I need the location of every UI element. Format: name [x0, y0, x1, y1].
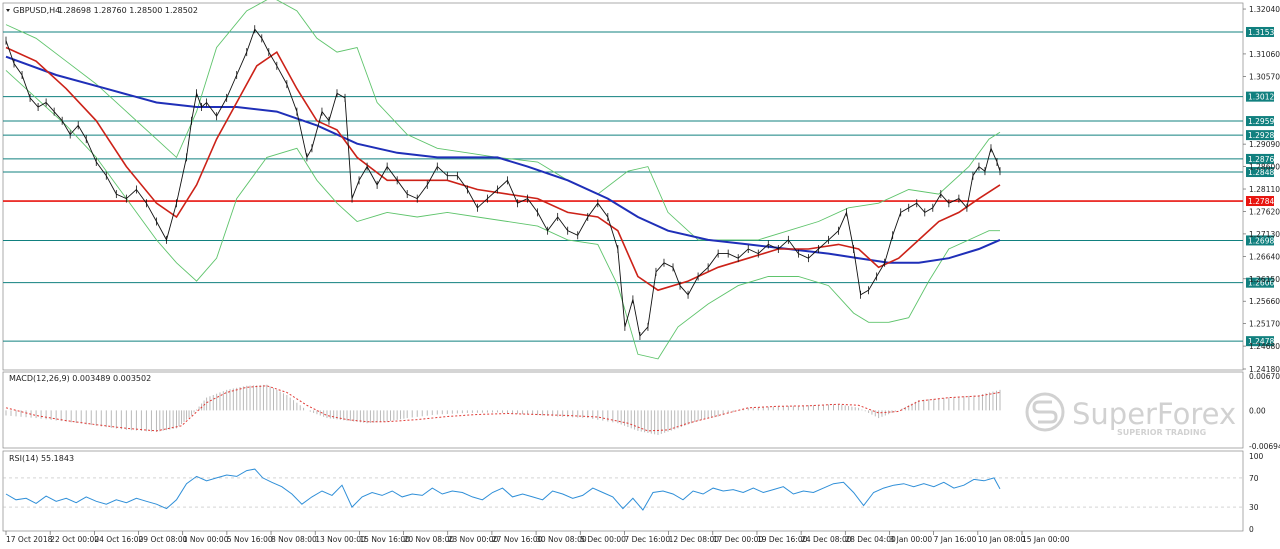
time-tick-label: 8 Nov 08:00	[271, 535, 317, 544]
price-tick-label: 1.26640	[1249, 252, 1280, 261]
time-tick-label: 15 Nov 16:00	[359, 535, 410, 544]
price-tick-label: 1.27130	[1249, 230, 1280, 239]
level-label: 1.26065	[1248, 279, 1279, 288]
level-label-box	[1246, 336, 1274, 347]
logo-brand: SuperForex	[1072, 397, 1236, 431]
time-tick-label: 22 Oct 00:00	[50, 535, 99, 544]
level-label-box	[1246, 277, 1274, 288]
level-label: 1.29287	[1248, 131, 1279, 140]
level-label: 1.29594	[1248, 117, 1279, 126]
level-label: 1.30127	[1248, 93, 1279, 102]
time-tick-label: 7 Jan 16:00	[934, 535, 977, 544]
level-label: 1.31539	[1248, 28, 1279, 37]
time-tick-label: 27 Nov 16:00	[492, 535, 543, 544]
time-tick-label: 24 Dec 08:00	[801, 535, 852, 544]
time-tick-label: 20 Nov 08:00	[404, 535, 455, 544]
price-tick-label: 1.24680	[1249, 342, 1280, 351]
level-label-box	[1246, 235, 1274, 246]
level-label-box	[1246, 91, 1274, 102]
time-tick-label: 19 Dec 16:00	[757, 535, 808, 544]
rsi-tick-label: 30	[1249, 503, 1259, 512]
time-tick-label: 13 Nov 00:00	[315, 535, 366, 544]
time-tick-label: 3 Jan 00:00	[889, 535, 932, 544]
macd-indicator: 0.006706 0.00 -0.006949	[5, 372, 1280, 451]
price-tick-label: 1.25660	[1249, 297, 1280, 306]
time-tick-label: 10 Jan 08:00	[978, 535, 1026, 544]
time-tick-label: 28 Dec 04:00	[845, 535, 896, 544]
level-label-box	[1246, 153, 1274, 164]
bollinger-upper-line	[5, 0, 1001, 241]
time-tick-label: 12 Dec 08:00	[669, 535, 720, 544]
rsi-tick-label: 100	[1249, 452, 1264, 461]
time-tick-label: 15 Jan 00:00	[1022, 535, 1070, 544]
rsi-panel-frame	[2, 450, 1244, 532]
level-label-box	[1246, 167, 1274, 178]
time-tick-label: 7 Dec 16:00	[624, 535, 670, 544]
price-tick-label: 1.30570	[1249, 72, 1280, 81]
price-tick-label: 1.24180	[1249, 365, 1280, 374]
level-label: 1.27848	[1248, 197, 1279, 206]
time-tick-label: 5 Nov 16:00	[227, 535, 273, 544]
price-tick-label: 1.31060	[1249, 50, 1280, 59]
rsi-label: RSI(14) 55.1843	[9, 454, 74, 463]
price-tick-label: 1.26150	[1249, 275, 1280, 284]
horizontal-levels: 1.31539 1.30127 1.29594 1.29287 1.28767 1.284…	[3, 26, 1279, 347]
time-tick-label: 23 Nov 00:00	[448, 535, 499, 544]
fast-moving-average	[5, 46, 1001, 292]
macd-tick-label: -0.006949	[1249, 442, 1280, 451]
superforex-logo: SuperForex SUPERIOR TRADING	[1025, 392, 1236, 437]
level-label-box	[1246, 130, 1274, 141]
rsi-indicator: 100 70 30 0	[3, 452, 1264, 534]
rsi-tick-label: 0	[1249, 525, 1254, 534]
slow-moving-average	[5, 55, 1001, 264]
price-tick-label: 1.25170	[1249, 320, 1280, 329]
time-tick-label: 30 Nov 08:00	[536, 535, 587, 544]
time-tick-label: 29 Oct 08:00	[139, 535, 188, 544]
macd-signal-line	[5, 385, 1001, 432]
level-label-box	[1246, 196, 1274, 207]
bollinger-bands	[5, 0, 1001, 360]
level-label: 1.28767	[1248, 155, 1279, 164]
price-series	[5, 25, 1001, 341]
level-label: 1.24788	[1248, 337, 1279, 346]
level-label-box	[1246, 116, 1274, 127]
slow-ma-line	[5, 55, 1001, 264]
time-tick-label: 5 Dec 00:00	[580, 535, 626, 544]
level-label: 1.26987	[1248, 236, 1279, 245]
time-tick-label: 17 Oct 2018	[6, 535, 53, 544]
level-label: 1.28481	[1248, 168, 1279, 177]
macd-tick-label: 0.00	[1249, 406, 1266, 415]
price-tick-label: 1.28600	[1249, 163, 1280, 172]
ohlc-values: 1.28698 1.28760 1.28500 1.28502	[58, 6, 198, 15]
price-tick-label: 1.28110	[1249, 185, 1280, 194]
price-tick-label: 1.32040	[1249, 5, 1280, 14]
macd-tick-label: 0.006706	[1249, 372, 1280, 381]
price-tick-label: 1.27620	[1249, 207, 1280, 216]
level-label-box	[1246, 26, 1274, 37]
rsi-tick-label: 70	[1249, 474, 1259, 483]
fast-ma-line	[5, 46, 1001, 292]
bollinger-lower-line	[5, 70, 1000, 360]
rsi-line	[5, 468, 1001, 511]
macd-panel-frame	[2, 371, 1244, 449]
macd-label: MACD(12,26,9) 0.003489 0.003502	[9, 374, 151, 383]
time-tick-label: 24 Oct 16:00	[94, 535, 143, 544]
price-tick-label: 1.29090	[1249, 140, 1280, 149]
collapse-arrow-icon[interactable]	[6, 9, 10, 12]
time-tick-label: 17 Dec 00:00	[713, 535, 764, 544]
main-plot-frame	[2, 2, 1244, 371]
symbol-label: GBPUSD,H4	[13, 6, 60, 15]
logo-tagline: SUPERIOR TRADING	[1117, 428, 1206, 437]
time-tick-label: 1 Nov 00:00	[183, 535, 229, 544]
price-axis: 1.32040 1.31060 1.30570 1.29090 1.28600 1.281…	[1243, 5, 1280, 374]
